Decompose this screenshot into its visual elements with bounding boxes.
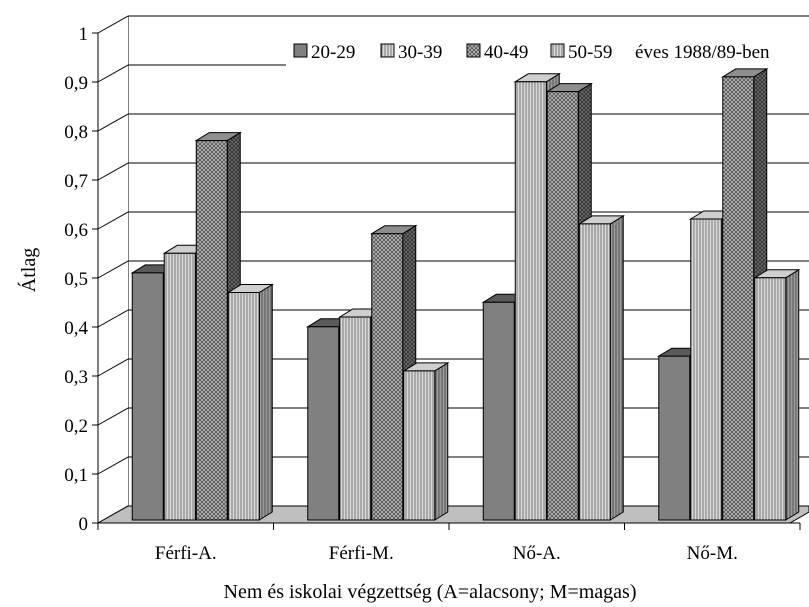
gridline-depth [97, 358, 129, 377]
y-tick-label: 0,6 [64, 220, 88, 241]
y-tick-label: 0,9 [64, 73, 88, 94]
legend-swatch-50-59 [550, 43, 565, 58]
bar [577, 215, 626, 521]
y-tick-label: 0,3 [64, 367, 88, 388]
y-tick-label: 0,7 [64, 171, 88, 192]
gridline-depth [97, 162, 129, 181]
gridline-depth [97, 407, 129, 426]
bar-side [785, 268, 800, 521]
bar-front [371, 233, 404, 521]
bar-front [658, 355, 691, 521]
bar-side [434, 362, 449, 521]
bar-side [258, 283, 273, 521]
bar-front [195, 140, 228, 521]
x-axis-title: Nem és iskolai végzettség (A=alacsony; M… [224, 581, 637, 603]
legend-swatch-30-39 [380, 43, 395, 58]
gridline-depth [97, 456, 129, 475]
gridline-depth [97, 211, 129, 230]
x-tick-label: Férfi-A. [155, 543, 217, 564]
y-tick-label: 0,2 [64, 416, 88, 437]
gridline-depth [97, 309, 129, 328]
bar-front [163, 252, 196, 521]
legend-label-30-39: 30-39 [398, 42, 442, 63]
x-tick-label: Nő-A. [513, 543, 561, 564]
gridline-depth [97, 64, 129, 83]
gridline-depth [97, 15, 129, 34]
y-tick-label: 0,5 [64, 269, 88, 290]
y-tick-label: 0,4 [64, 318, 88, 339]
y-tick-label: 1 [79, 24, 89, 45]
bar-front [722, 76, 755, 521]
legend: 20-29 30-39 40-49 50-59 éves 1988/89-ben [286, 38, 809, 66]
bars [130, 68, 801, 521]
bar-front [546, 91, 579, 521]
axes: 0 0,1 0,2 0,3 0,4 0,5 0,6 0,7 0,8 0,9 1 Férfi-A. Fér… [64, 24, 801, 564]
bar-front [482, 301, 515, 521]
legend-label-20-29: 20-29 [311, 42, 355, 63]
bar [226, 283, 275, 521]
bar-front [578, 223, 611, 521]
y-axis-title: Átlag [17, 248, 40, 292]
legend-suffix: éves 1988/89-ben [635, 42, 770, 63]
legend-label-50-59: 50-59 [568, 42, 612, 63]
x-tick-label: Nő-M. [687, 543, 738, 564]
bar-front [754, 277, 787, 521]
bar-front [307, 326, 340, 521]
bar [752, 268, 801, 521]
bar [401, 362, 450, 521]
gridline-depth [97, 113, 129, 132]
y-tick-label: 0 [79, 514, 89, 535]
y-tick-label: 0,1 [64, 465, 88, 486]
bar-front [514, 81, 547, 521]
bar-front [403, 370, 436, 521]
gridline-depth [97, 260, 129, 279]
legend-swatch-40-49 [466, 43, 481, 58]
bar [688, 210, 737, 521]
bar-side [609, 215, 624, 521]
bar-front [227, 292, 260, 521]
legend-item-50-59: 50-59 [550, 42, 612, 63]
legend-item-30-39: 30-39 [380, 42, 442, 63]
bar-front [339, 316, 372, 521]
bar-front [690, 218, 723, 521]
y-tick-label: 0,8 [64, 122, 88, 143]
x-tick-label: Férfi-M. [329, 543, 394, 564]
legend-item-20-29: 20-29 [293, 42, 355, 63]
legend-item-40-49: 40-49 [466, 42, 528, 63]
legend-box [286, 38, 809, 66]
legend-label-40-49: 40-49 [484, 42, 528, 63]
legend-swatch-20-29 [293, 43, 308, 58]
bar-front [131, 272, 164, 521]
